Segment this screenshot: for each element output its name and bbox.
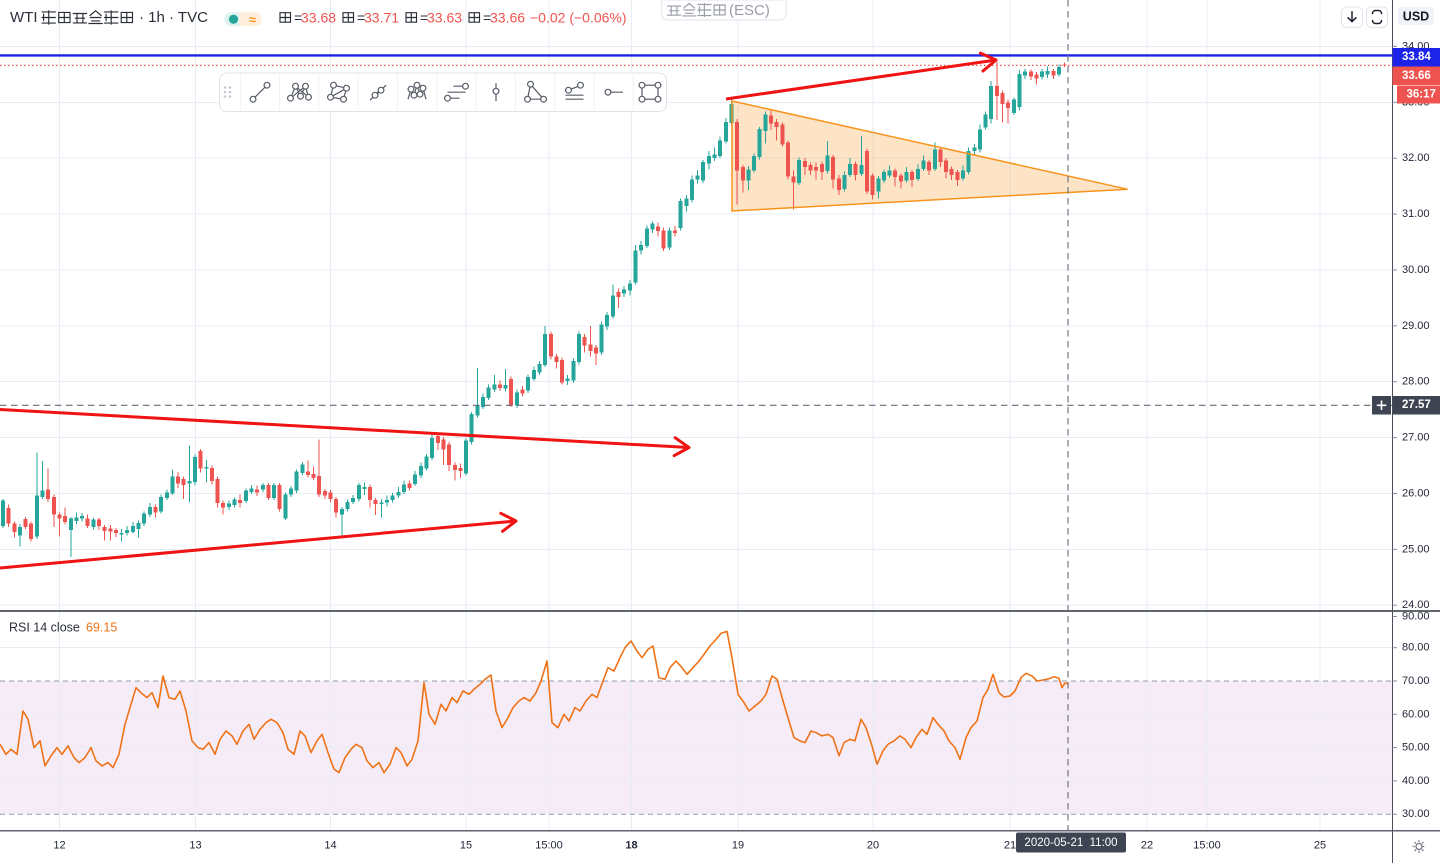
svg-text:27.57: 27.57 [1402, 399, 1431, 411]
svg-text:15: 15 [460, 840, 472, 852]
svg-text:15:00: 15:00 [1193, 840, 1221, 852]
svg-text:· 1h · TVC: · 1h · TVC [139, 9, 208, 26]
svg-text:33.63: 33.63 [427, 10, 462, 26]
svg-text:69.15: 69.15 [86, 621, 117, 635]
svg-text:19: 19 [732, 840, 744, 852]
svg-text:26.00: 26.00 [1402, 488, 1430, 500]
svg-text:13: 13 [189, 840, 201, 852]
svg-text:=: = [294, 10, 302, 26]
svg-text:22: 22 [1141, 840, 1153, 852]
svg-text:33.66: 33.66 [490, 10, 525, 26]
svg-text:28.00: 28.00 [1402, 376, 1430, 388]
svg-text:25.00: 25.00 [1402, 543, 1430, 555]
svg-text:2020-05-21 11:00: 2020-05-21 11:00 [1024, 837, 1117, 849]
svg-text:−0.02 (−0.06%): −0.02 (−0.06%) [530, 10, 627, 26]
svg-text:90.00: 90.00 [1402, 611, 1430, 623]
svg-text:USD: USD [1403, 10, 1429, 24]
svg-text:60.00: 60.00 [1402, 708, 1430, 720]
svg-text:=: = [483, 10, 491, 26]
svg-text:33.66: 33.66 [1402, 70, 1431, 82]
svg-text:33.71: 33.71 [364, 10, 399, 26]
svg-text:(ESC): (ESC) [729, 2, 770, 19]
svg-text:WTI: WTI [10, 9, 38, 26]
svg-text:33.84: 33.84 [1402, 51, 1431, 63]
svg-text:50.00: 50.00 [1402, 742, 1430, 754]
svg-text:27.00: 27.00 [1402, 432, 1430, 444]
svg-text:20: 20 [867, 840, 879, 852]
svg-text:30.00: 30.00 [1402, 264, 1430, 276]
svg-text:=: = [357, 10, 365, 26]
svg-text:15:00: 15:00 [535, 840, 563, 852]
svg-text:25: 25 [1314, 840, 1326, 852]
svg-text:18: 18 [625, 840, 637, 852]
svg-text:21: 21 [1004, 840, 1016, 852]
svg-text:40.00: 40.00 [1402, 775, 1430, 787]
svg-text:24.00: 24.00 [1402, 599, 1430, 611]
svg-text:RSI 14 close: RSI 14 close [9, 621, 80, 635]
svg-text:14: 14 [324, 840, 336, 852]
svg-text:12: 12 [53, 840, 65, 852]
svg-text:33.68: 33.68 [301, 10, 336, 26]
svg-text:70.00: 70.00 [1402, 675, 1430, 687]
svg-text:30.00: 30.00 [1402, 808, 1430, 820]
svg-text:=: = [420, 10, 428, 26]
svg-text:29.00: 29.00 [1402, 320, 1430, 332]
svg-text:32.00: 32.00 [1402, 152, 1430, 164]
svg-text:≈: ≈ [249, 12, 256, 27]
svg-text:80.00: 80.00 [1402, 642, 1430, 654]
svg-text:31.00: 31.00 [1402, 208, 1430, 220]
svg-text:36:17: 36:17 [1407, 89, 1436, 101]
